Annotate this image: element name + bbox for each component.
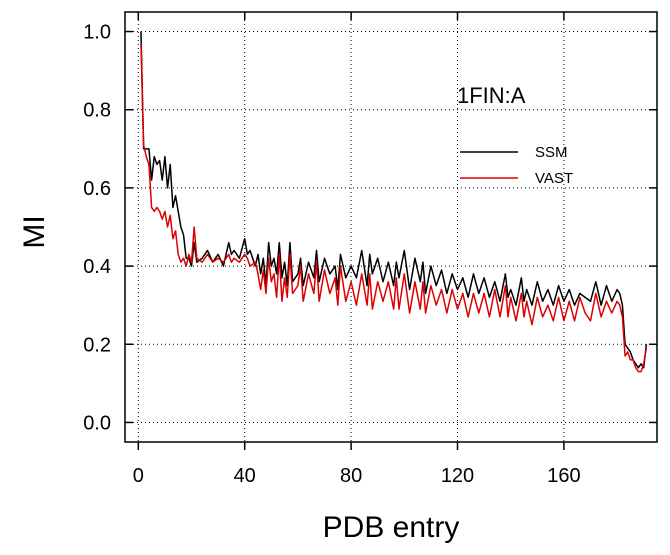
y-axis-title: MI xyxy=(18,215,51,248)
plot-frame xyxy=(124,11,658,443)
y-tick-label: 0.0 xyxy=(83,412,111,434)
x-tick-label: 40 xyxy=(234,465,256,487)
grid xyxy=(125,12,657,442)
y-tick-label: 0.6 xyxy=(83,178,111,200)
ticks xyxy=(125,12,657,450)
x-tick-label: 80 xyxy=(340,465,362,487)
y-tick-label: 0.8 xyxy=(83,100,111,122)
series-line-ssm xyxy=(140,31,648,369)
x-tick-label: 120 xyxy=(441,465,474,487)
y-tick-label: 0.2 xyxy=(83,334,111,356)
chart-annotation: 1FIN:A xyxy=(457,83,526,108)
legend: SSM VAST xyxy=(460,144,573,187)
x-tick-label: 160 xyxy=(547,465,580,487)
x-axis-title: PDB entry xyxy=(323,511,460,544)
y-tick-label: 1.0 xyxy=(83,22,111,44)
x-tick-labels: 0 40 80 120 160 xyxy=(133,465,581,487)
series-group xyxy=(140,31,648,373)
legend-label-ssm: SSM xyxy=(535,144,568,161)
x-tick-label: 0 xyxy=(133,465,144,487)
y-tick-labels: 0.0 0.2 0.4 0.6 0.8 1.0 xyxy=(83,22,111,435)
series-line-vast xyxy=(140,43,648,373)
legend-label-vast: VAST xyxy=(535,170,573,187)
y-tick-label: 0.4 xyxy=(83,256,111,278)
